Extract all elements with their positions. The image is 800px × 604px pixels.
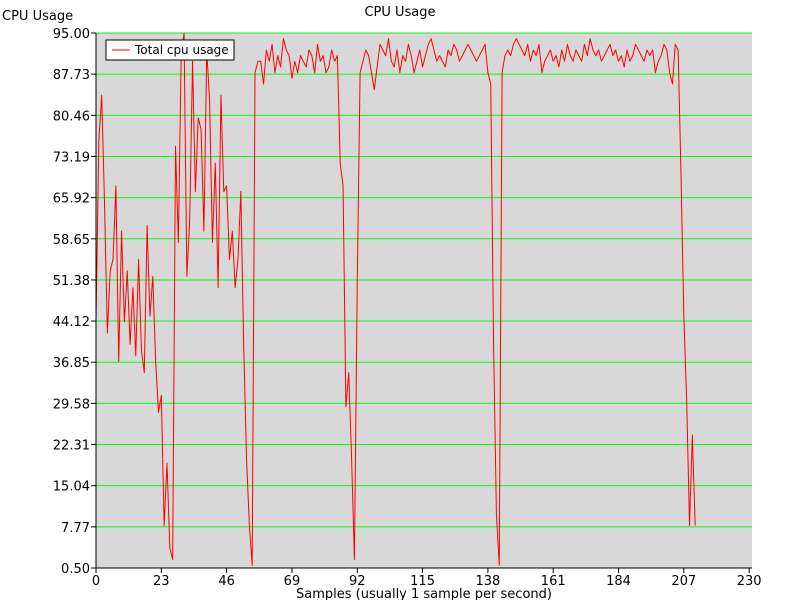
y-tick-label: 87.73 [53,68,90,83]
y-axis-label: CPU Usage [2,9,73,24]
grid-lines [96,32,752,528]
y-tick-label: 15.04 [53,480,90,495]
y-tick-label: 29.58 [53,397,90,412]
x-tick-label: 207 [671,574,696,589]
x-tick-label: 46 [218,574,235,589]
x-tick-label: 161 [541,574,566,589]
series-line-0 [95,32,696,566]
y-tick-label: 58.65 [53,233,90,248]
x-tick-label: 184 [606,574,631,589]
x-tick-label: 92 [349,574,366,589]
y-tick-label: 65.92 [53,192,90,207]
y-tick-label: 44.12 [53,315,90,330]
chart-title: CPU Usage [364,5,435,20]
series-layer [95,32,696,566]
y-tick-label: 7.77 [61,521,90,536]
y-tick-label: 80.46 [53,109,90,124]
x-tick-label: 23 [153,574,170,589]
y-tick-label: 51.38 [53,274,90,289]
y-tick-label: 0.50 [61,562,90,577]
legend-label: Total cpu usage [134,43,229,57]
legend: Total cpu usage [105,39,235,61]
legend-box [105,39,235,61]
plot-area [96,33,752,568]
x-axis: 0 23 46 69 92 115 138 161 184 207 230 [92,568,762,589]
x-tick-label: 138 [475,574,500,589]
y-tick-label: 36.85 [53,356,90,371]
y-tick-label: 73.19 [53,150,90,165]
x-tick-label: 115 [410,574,435,589]
y-tick-label: 22.31 [53,439,90,454]
x-tick-label: 0 [92,574,100,589]
y-tick-label: 95.00 [53,27,90,42]
x-tick-label: 69 [284,574,301,589]
y-axis: 0.50 7.77 15.04 22.31 29.58 36.85 44.12 51.38 58… [53,27,96,577]
x-tick-label: 230 [737,574,762,589]
x-axis-label: Samples (usually 1 sample per second) [296,587,552,600]
